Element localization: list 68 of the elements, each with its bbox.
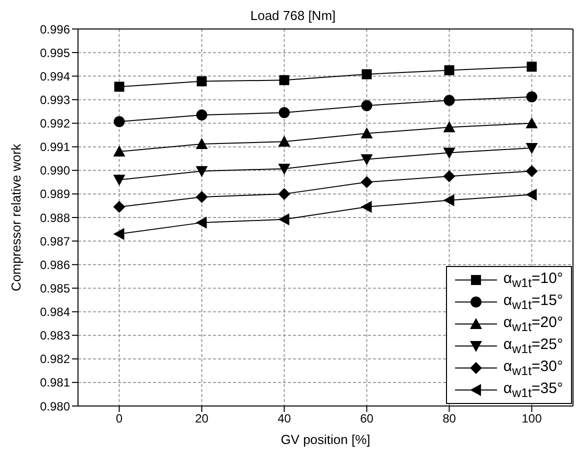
x-tick-label: 80 <box>442 412 456 426</box>
point <box>526 165 538 178</box>
point <box>278 188 290 200</box>
point <box>278 107 290 118</box>
y-tick-label: 0.993 <box>40 92 70 107</box>
point <box>526 117 538 128</box>
legend-label: α$_{w1t}$=30° <box>503 358 563 378</box>
y-tick-label: 0.989 <box>40 187 70 202</box>
point <box>278 164 290 175</box>
point <box>196 216 207 229</box>
y-tick-label: 0.983 <box>40 328 70 343</box>
point <box>360 127 373 138</box>
point <box>360 200 372 213</box>
y-tick-label: 0.987 <box>40 234 70 248</box>
point <box>196 138 208 149</box>
point <box>196 110 208 121</box>
x-axis-title: GV position [%] <box>280 432 370 447</box>
point <box>444 65 454 76</box>
legend-label: α$_{w1t}$=20° <box>503 314 563 334</box>
point <box>114 82 124 92</box>
point <box>360 176 373 188</box>
x-tick-label: 100 <box>522 412 542 426</box>
x-tick-label: 20 <box>195 412 209 426</box>
point <box>526 62 537 72</box>
point <box>114 116 125 128</box>
point <box>443 194 454 206</box>
y-tick-label: 0.992 <box>40 116 70 131</box>
y-tick-label: 0.995 <box>40 46 70 60</box>
legend-label: α$_{w1t}$=10° <box>503 270 563 290</box>
point <box>113 228 124 240</box>
point <box>526 91 538 102</box>
y-tick-label: 0.980 <box>40 399 70 414</box>
point <box>279 75 290 86</box>
y-tick-label: 0.984 <box>40 305 70 320</box>
y-tick-label: 0.991 <box>40 140 70 154</box>
y-axis-title: Compressor relative work <box>8 143 24 292</box>
chart-title: Load 768 [Nm] <box>249 8 337 24</box>
point <box>196 76 207 86</box>
point <box>196 166 208 178</box>
point <box>278 213 290 226</box>
y-tick-label: 0.982 <box>40 352 70 366</box>
point <box>443 148 456 159</box>
point <box>443 170 456 182</box>
point <box>443 121 456 132</box>
point <box>113 174 126 186</box>
point <box>526 142 538 154</box>
y-tick-label: 0.986 <box>40 258 70 272</box>
legend-label: α$_{w1t}$=25° <box>503 336 563 356</box>
point <box>278 136 290 147</box>
y-tick-label: 0.996 <box>40 22 70 36</box>
point <box>444 94 455 106</box>
y-tick-label: 0.994 <box>40 69 70 84</box>
y-tick-label: 0.988 <box>40 210 70 225</box>
legend-label: α$_{w1t}$=35° <box>503 380 563 400</box>
point <box>113 200 126 213</box>
point <box>361 100 372 112</box>
x-tick-label: 40 <box>278 412 292 426</box>
x-tick-label: 0 <box>116 412 123 426</box>
x-tick-label: 60 <box>360 412 374 426</box>
point <box>526 188 537 201</box>
point <box>362 69 372 80</box>
y-tick-label: 0.985 <box>40 281 70 296</box>
legend-label: α$_{w1t}$=15° <box>503 292 563 312</box>
y-tick-label: 0.981 <box>40 376 70 390</box>
point <box>196 191 208 203</box>
point <box>360 154 373 166</box>
point <box>113 146 126 157</box>
y-tick-label: 0.990 <box>40 164 70 178</box>
